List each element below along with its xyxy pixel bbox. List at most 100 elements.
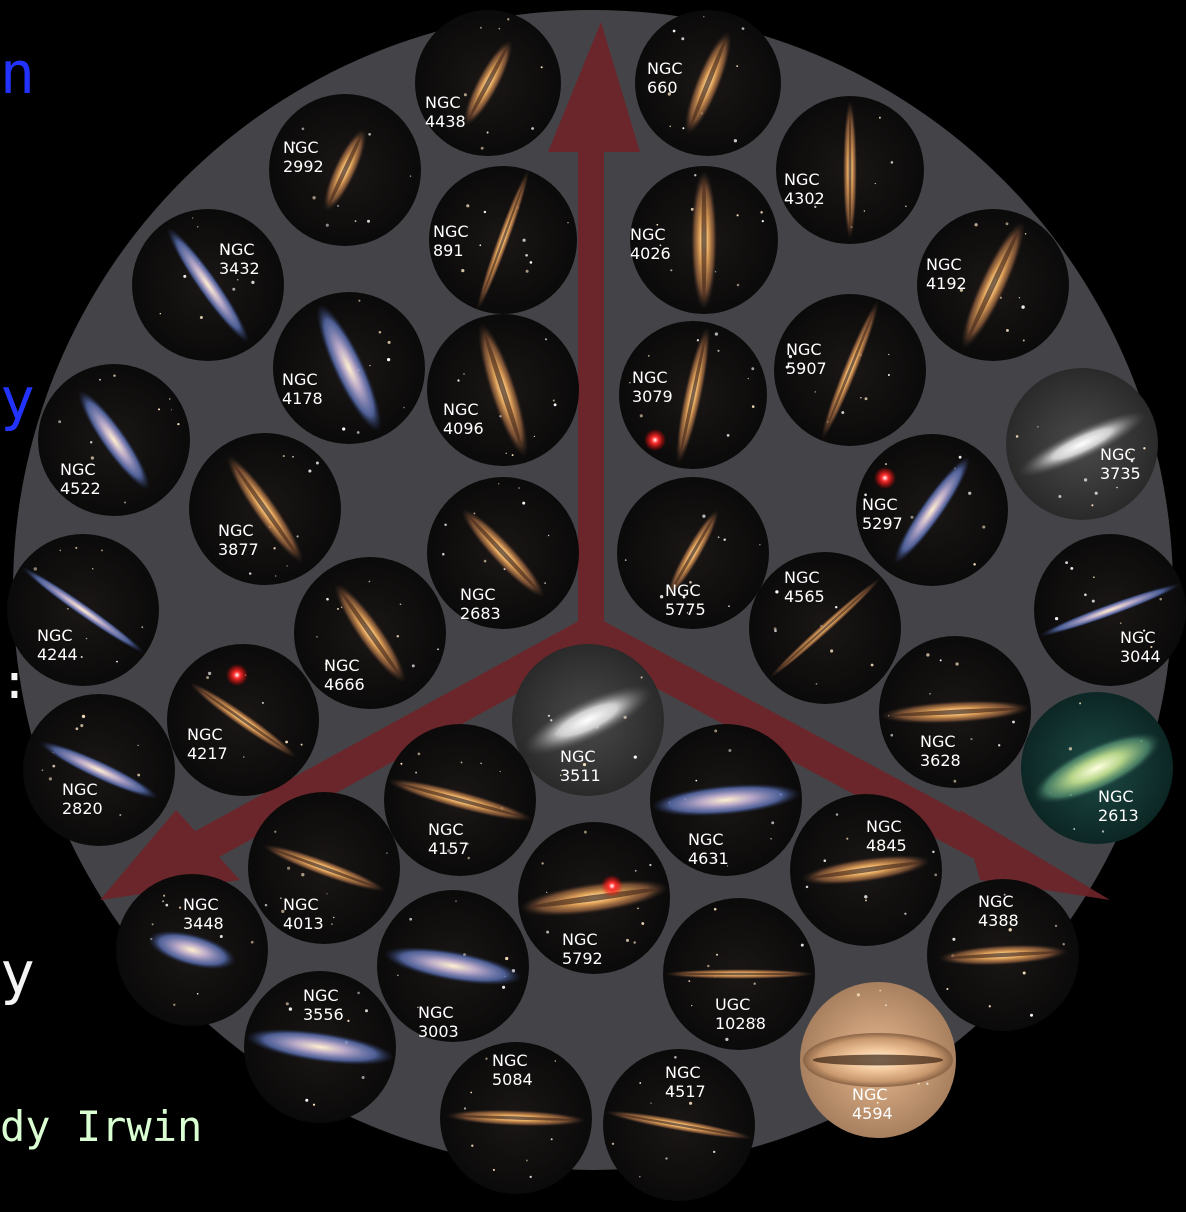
star-dot bbox=[529, 261, 533, 264]
star-dot bbox=[1091, 599, 1095, 603]
star-dot bbox=[308, 469, 312, 473]
galaxy-number: 5297 bbox=[862, 514, 903, 533]
star-dot bbox=[650, 1102, 652, 1104]
star-dot bbox=[633, 941, 636, 944]
star-dot bbox=[689, 580, 692, 584]
star-dot bbox=[929, 693, 931, 695]
star-dot bbox=[707, 964, 710, 968]
star-dot bbox=[1091, 504, 1094, 507]
star-dot bbox=[415, 771, 418, 774]
star-dot bbox=[386, 357, 391, 362]
star-dot bbox=[741, 27, 745, 30]
star-dot bbox=[41, 769, 44, 772]
star-dot bbox=[191, 733, 194, 736]
star-dot bbox=[378, 330, 382, 334]
star-dot bbox=[926, 1082, 929, 1085]
star-dot bbox=[544, 582, 546, 584]
star-dot bbox=[703, 15, 705, 18]
red-foreground-star bbox=[601, 875, 623, 897]
star-dot bbox=[282, 455, 285, 458]
star-dot bbox=[342, 427, 346, 431]
galaxy-catalog: NGC bbox=[632, 368, 668, 387]
galaxy-label: NGC 4013 bbox=[283, 895, 324, 933]
star-dot bbox=[485, 1057, 488, 1060]
star-dot bbox=[1024, 233, 1027, 235]
galaxy-number: 3432 bbox=[219, 259, 260, 278]
galaxy-label: NGC 2613 bbox=[1098, 787, 1139, 825]
galaxy-catalog: NGC bbox=[183, 895, 219, 914]
galaxy-image bbox=[316, 304, 382, 432]
star-dot bbox=[226, 250, 230, 253]
star-dot bbox=[354, 220, 357, 222]
galaxy-catalog: NGC bbox=[492, 1051, 528, 1070]
star-dot bbox=[326, 893, 328, 895]
star-dot bbox=[726, 434, 730, 437]
star-dot bbox=[529, 1175, 532, 1179]
star-dot bbox=[296, 535, 299, 538]
star-dot bbox=[546, 930, 550, 934]
star-dot bbox=[455, 900, 457, 902]
galaxy-catalog: NGC bbox=[303, 986, 339, 1005]
star-dot bbox=[639, 1082, 642, 1084]
arrow-shaft-up bbox=[578, 150, 604, 640]
galaxy-number: 5907 bbox=[786, 359, 827, 378]
star-dot bbox=[261, 701, 264, 704]
arrow-head-right bbox=[960, 810, 1110, 900]
galaxy-image bbox=[384, 946, 522, 986]
star-dot bbox=[460, 761, 463, 764]
star-dot bbox=[611, 1142, 615, 1146]
star-dot bbox=[316, 636, 318, 638]
star-dot bbox=[736, 214, 739, 217]
galaxy-label: NGC 3877 bbox=[218, 521, 259, 559]
red-foreground-star bbox=[644, 429, 666, 451]
star-dot bbox=[761, 219, 764, 223]
dust-lane bbox=[484, 332, 522, 448]
star-dot bbox=[670, 269, 673, 272]
galaxy-number: 3556 bbox=[303, 1005, 344, 1024]
star-dot bbox=[325, 662, 328, 666]
star-dot bbox=[387, 340, 391, 344]
star-dot bbox=[525, 1159, 528, 1162]
star-dot bbox=[728, 748, 732, 753]
star-dot bbox=[800, 943, 804, 947]
star-dot bbox=[702, 514, 706, 518]
star-dot bbox=[358, 299, 361, 302]
dust-lane bbox=[196, 687, 290, 753]
star-dot bbox=[686, 612, 689, 614]
galaxy-number: 4666 bbox=[324, 675, 365, 694]
star-dot bbox=[958, 455, 962, 459]
galaxy-tile-4096: NGC 4096 bbox=[427, 314, 579, 466]
galaxy-number: 4013 bbox=[283, 914, 324, 933]
dust-lane bbox=[397, 783, 523, 817]
galaxy-label: NGC 4594 bbox=[852, 1085, 893, 1123]
star-dot bbox=[665, 1157, 668, 1160]
galaxy-tile-3448: NGC 3448 bbox=[116, 874, 268, 1026]
star-dot bbox=[874, 182, 876, 185]
galaxy-tile-4631: NGC 4631 bbox=[650, 724, 802, 876]
galaxy-catalog: NGC bbox=[62, 780, 98, 799]
star-dot bbox=[629, 381, 631, 384]
star-dot bbox=[301, 873, 305, 877]
star-dot bbox=[934, 873, 938, 877]
star-dot bbox=[1008, 928, 1012, 932]
galaxy-catalog: NGC bbox=[282, 370, 318, 389]
galaxy-tile-2613: NGC 2613 bbox=[1021, 692, 1173, 844]
galaxy-image bbox=[893, 456, 971, 564]
star-dot bbox=[541, 862, 544, 865]
dust-lane bbox=[967, 229, 1019, 341]
star-dot bbox=[312, 1103, 316, 1106]
galaxy-label: NGC 4388 bbox=[978, 892, 1019, 930]
star-dot bbox=[952, 937, 956, 941]
galaxy-catalog: NGC bbox=[1120, 628, 1156, 647]
star-dot bbox=[173, 1003, 176, 1007]
star-dot bbox=[716, 953, 718, 956]
star-dot bbox=[151, 923, 154, 926]
star-dot bbox=[659, 244, 662, 247]
galaxy-catalog: NGC bbox=[324, 656, 360, 675]
star-dot bbox=[463, 1107, 467, 1110]
star-dot bbox=[736, 65, 739, 68]
galaxy-label: NGC 3556 bbox=[303, 986, 344, 1024]
star-dot bbox=[486, 131, 489, 134]
star-dot bbox=[754, 1018, 757, 1020]
star-dot bbox=[1159, 597, 1162, 601]
